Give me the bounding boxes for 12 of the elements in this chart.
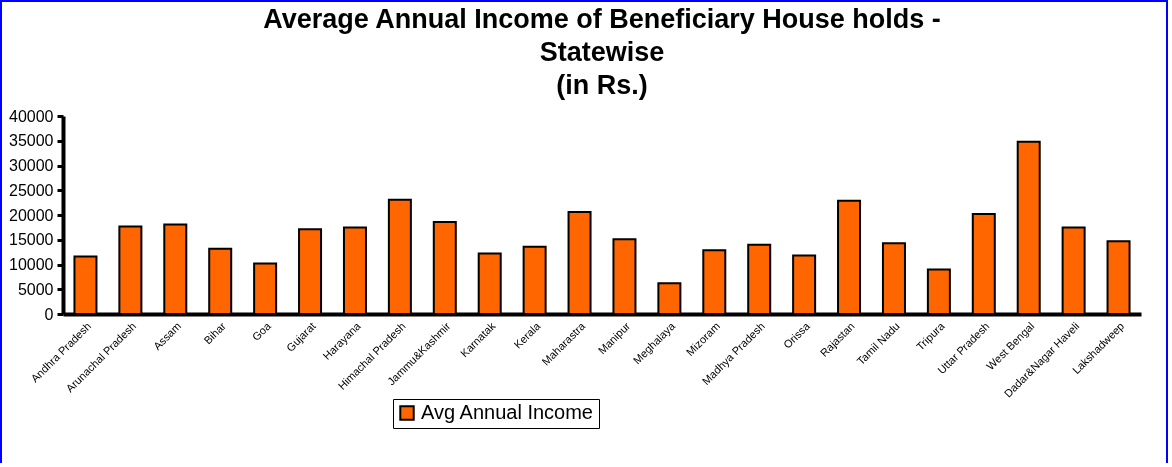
y-tick-label: 0 — [44, 305, 54, 323]
y-tick-label: 30000 — [9, 157, 54, 174]
y-tick-label: 40000 — [9, 107, 54, 125]
x-tick-label: Goa — [249, 319, 274, 343]
legend-label: Avg Annual Income — [421, 401, 593, 423]
y-tick-label: 35000 — [9, 132, 54, 150]
y-tick-label: 20000 — [9, 206, 54, 224]
y-tick-label: 10000 — [9, 256, 54, 273]
y-tick-label: 25000 — [9, 181, 54, 199]
y-tick-label: 5000 — [17, 280, 54, 298]
chart-title: Average Annual Income of Beneficiary House holds - Statewise (in Rs.) — [263, 4, 941, 100]
y-tick-label: 15000 — [9, 231, 54, 249]
